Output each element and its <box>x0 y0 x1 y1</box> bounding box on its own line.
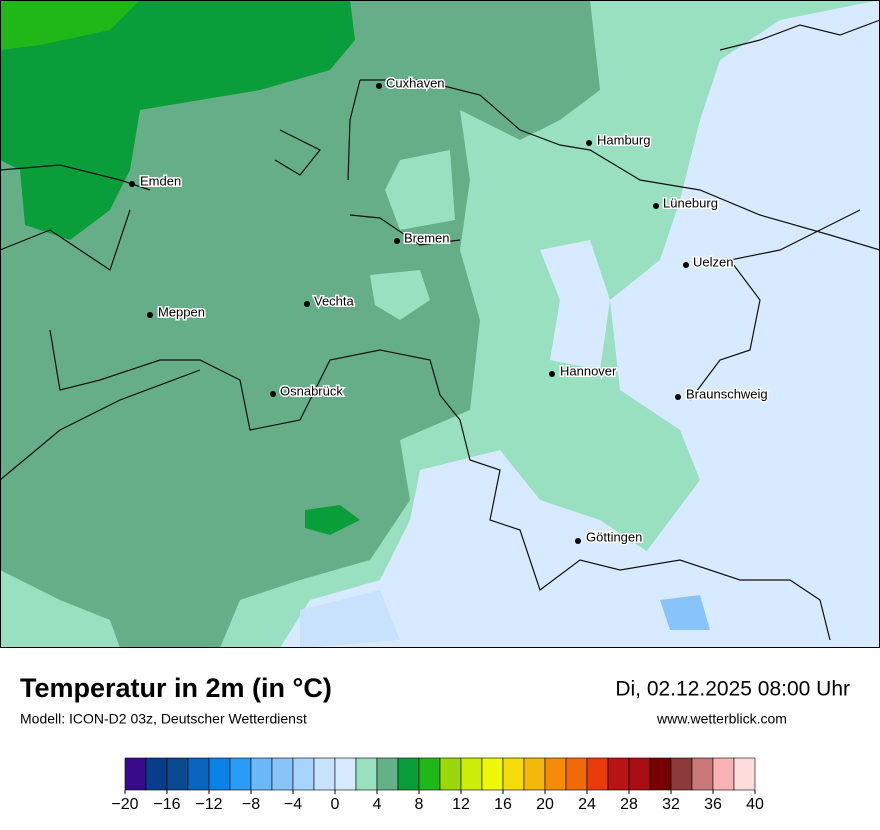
colorbar-box <box>502 757 525 791</box>
colorbar-tick-label: −20 <box>111 796 138 813</box>
city-dot <box>653 203 659 209</box>
colorbar-box <box>313 757 336 791</box>
colorbar-box <box>334 757 357 791</box>
colorbar-box <box>250 757 273 791</box>
city-dot <box>304 301 310 307</box>
city-label: Osnabrück <box>280 383 343 398</box>
colorbar-tick-label: 0 <box>331 796 340 813</box>
city-label: Emden <box>140 173 181 188</box>
colorbar-tick-label: −16 <box>153 796 180 813</box>
colorbar-box <box>187 757 210 791</box>
state-border <box>0 209 861 481</box>
region-warmest <box>0 0 140 50</box>
colorbar-box <box>460 757 483 791</box>
city-label: Vechta <box>314 293 355 308</box>
colorbar-tick-label: 24 <box>578 796 596 813</box>
colorbar-box <box>544 757 567 791</box>
colorbar-tick-label: 20 <box>536 796 554 813</box>
state-border <box>0 209 831 641</box>
colorbar-box <box>712 757 735 791</box>
colorbar-tick-label: 12 <box>452 796 470 813</box>
colorbar-box <box>586 757 609 791</box>
colorbar-box <box>607 757 630 791</box>
coast <box>0 129 321 191</box>
city-dot <box>147 312 153 318</box>
colorbar-box <box>208 757 231 791</box>
subtitle: Modell: ICON-D2 03z, Deutscher Wetterdie… <box>20 711 307 727</box>
coast-elbe <box>347 79 880 251</box>
colorbar-box <box>418 757 441 791</box>
colorbar-box <box>691 757 714 791</box>
colorbar-box <box>397 757 420 791</box>
region-cold <box>300 590 400 648</box>
region-warm <box>305 505 360 535</box>
city-dot <box>376 83 382 89</box>
colorbar-tick-label: 4 <box>373 796 382 813</box>
colorbar-box <box>439 757 462 791</box>
region-mild <box>385 150 455 230</box>
region-mild <box>0 570 120 648</box>
city-dot <box>549 371 555 377</box>
region-warm <box>0 0 355 240</box>
colorbar-tick-label: 32 <box>662 796 680 813</box>
colorbar-box <box>628 757 651 791</box>
title: Temperatur in 2m (in °C) <box>20 673 332 703</box>
colorbar-box <box>649 757 672 791</box>
colorbar-tick-label: 40 <box>746 796 764 813</box>
colorbar-box <box>271 757 294 791</box>
city-dot <box>394 238 400 244</box>
map: Cuxhaven Hamburg Emden Lüneburg Bremen U… <box>0 0 880 648</box>
colorbar-box <box>355 757 378 791</box>
city-dot <box>586 140 592 146</box>
colorbar-tick-label: 8 <box>415 796 424 813</box>
colorbar-box <box>292 757 315 791</box>
city-label: Hamburg <box>597 132 650 147</box>
colorbar-box <box>670 757 693 791</box>
website: www.wetterblick.com <box>656 711 787 727</box>
colorbar-box <box>229 757 252 791</box>
colorbar-tick-label: 36 <box>704 796 722 813</box>
colorbar-tick-label: 28 <box>620 796 638 813</box>
colorbar-tick-label: −12 <box>195 796 222 813</box>
city-dot <box>270 391 276 397</box>
colorbar-box <box>565 757 588 791</box>
weser <box>349 214 461 246</box>
city-dot <box>683 262 689 268</box>
colorbar-tick-label: 16 <box>494 796 512 813</box>
city-label: Lüneburg <box>663 195 718 210</box>
city-dot <box>575 538 581 544</box>
city-label: Bremen <box>404 230 450 245</box>
colorbar-tick-label: −4 <box>284 796 302 813</box>
colorbar-box <box>481 757 504 791</box>
colorbar-box <box>145 757 168 791</box>
city-dot <box>129 181 135 187</box>
region-cool <box>540 240 610 370</box>
region-cool <box>610 0 880 648</box>
city-dot <box>675 394 681 400</box>
colorbar-box <box>166 757 189 791</box>
datetime: Di, 02.12.2025 08:00 Uhr <box>615 678 850 701</box>
colorbar-box <box>124 757 147 791</box>
colorbar: −20 −16 −12 −8 −4 0 4 8 12 16 20 24 28 32 36 40 <box>111 757 764 813</box>
coast-east <box>719 19 880 51</box>
colorbar-box <box>523 757 546 791</box>
city-label: Uelzen <box>693 254 733 269</box>
city-label: Göttingen <box>586 529 642 544</box>
colorbar-tick-label: −8 <box>242 796 260 813</box>
city-label: Meppen <box>158 304 205 319</box>
city-label: Braunschweig <box>686 386 768 401</box>
city-label: Hannover <box>560 363 617 378</box>
city-label: Cuxhaven <box>386 75 445 90</box>
region-mild <box>370 270 430 320</box>
region-cold <box>660 595 710 630</box>
colorbar-box <box>376 757 399 791</box>
colorbar-box <box>733 757 756 791</box>
